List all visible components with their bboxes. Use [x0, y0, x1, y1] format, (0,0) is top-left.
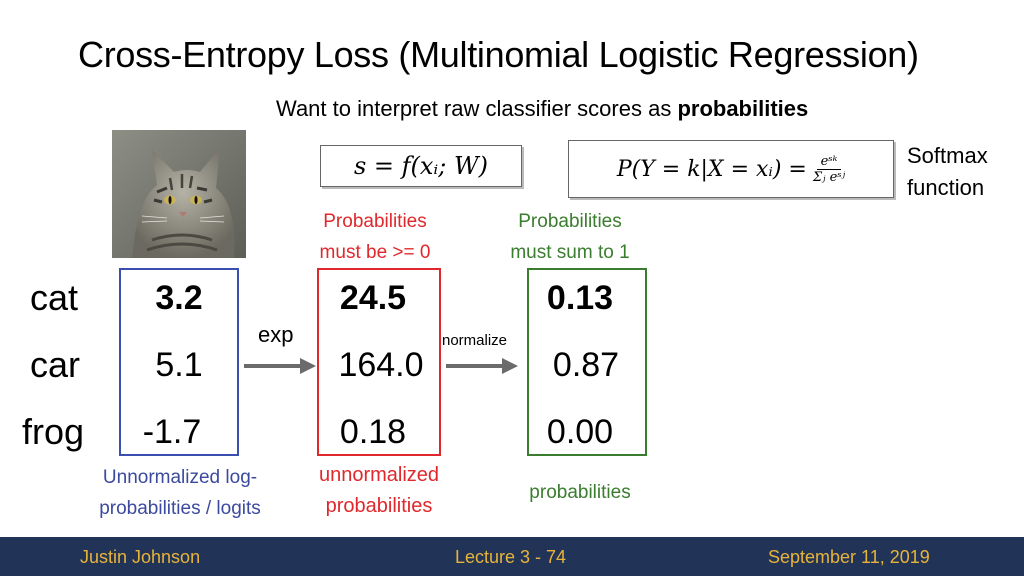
normalize-arrow-icon: [446, 358, 518, 374]
note-prob-nonneg-line2: must be >= 0: [319, 242, 431, 263]
row-label-frog: frog: [22, 411, 85, 452]
norm-car: 0.87: [552, 346, 620, 384]
normalized-box: [527, 268, 647, 456]
note-logits: Unnormalized log- probabilities / logits: [80, 462, 280, 524]
slide-subtitle: Want to interpret raw classifier scores …: [276, 96, 808, 122]
note-logits-line2: probabilities / logits: [99, 498, 261, 519]
note-unnorm-line2: probabilities: [325, 495, 433, 517]
softmax-lhs: P(Y = k|X = xᵢ) =: [616, 156, 807, 182]
softmax-label: Softmax function: [907, 140, 988, 204]
slide-title: Cross-Entropy Loss (Multinomial Logistic…: [78, 34, 919, 76]
norm-cat: 0.13: [546, 279, 614, 317]
note-prob-sum: Probabilities must sum to 1: [490, 206, 650, 268]
footer-author: Justin Johnson: [80, 547, 201, 567]
cat-photo: [112, 130, 246, 258]
normalize-arrow-label: normalize: [442, 332, 508, 349]
score-formula: s = f(xᵢ; W): [320, 145, 522, 187]
score-frog: -1.7: [142, 413, 202, 451]
note-prob-nonneg-line1: Probabilities: [323, 211, 427, 232]
score-car: 5.1: [155, 346, 203, 384]
subtitle-bold: probabilities: [677, 96, 809, 121]
note-probabilities: probabilities: [529, 482, 631, 503]
row-label-car: car: [30, 344, 81, 385]
subtitle-prefix: Want to interpret raw classifier scores …: [276, 96, 672, 121]
note-prob-nonneg: Probabilities must be >= 0: [300, 206, 450, 268]
softmax-fraction: eˢᵏ Σⱼ eˢʲ: [813, 154, 845, 185]
title-paren: (Multinomial Logistic Regression): [398, 34, 919, 75]
footer-lecture: Lecture 3 - 74: [455, 547, 567, 567]
exp-box: [317, 268, 441, 456]
footer-bar: Justin Johnson Lecture 3 - 74 September …: [0, 537, 1024, 576]
note-prob-sum-line2: must sum to 1: [510, 242, 630, 263]
softmax-numerator: eˢᵏ: [816, 154, 842, 170]
exp-arrow-label: exp: [258, 322, 294, 347]
exp-car: 164.0: [338, 346, 424, 384]
exp-cat: 24.5: [339, 279, 407, 317]
softmax-label-line1: Softmax: [907, 143, 988, 168]
note-unnormalized: unnormalized probabilities: [299, 460, 459, 522]
exp-arrow-icon: [244, 358, 316, 374]
row-label-cat: cat: [30, 277, 79, 318]
softmax-denominator: Σⱼ eˢʲ: [812, 169, 846, 185]
score-cat: 3.2: [155, 279, 203, 317]
note-prob-sum-line1: Probabilities: [518, 211, 622, 232]
note-logits-line1: Unnormalized log-: [102, 467, 258, 488]
scores-box: [119, 268, 239, 456]
softmax-formula: P(Y = k|X = xᵢ) = eˢᵏ Σⱼ eˢʲ: [568, 140, 894, 198]
norm-frog: 0.00: [546, 413, 614, 451]
footer-date: September 11, 2019: [768, 547, 930, 567]
note-unnorm-line1: unnormalized: [318, 464, 440, 486]
softmax-label-line2: function: [907, 175, 985, 200]
title-main: Cross-Entropy Loss: [78, 34, 389, 75]
exp-frog: 0.18: [339, 413, 407, 451]
